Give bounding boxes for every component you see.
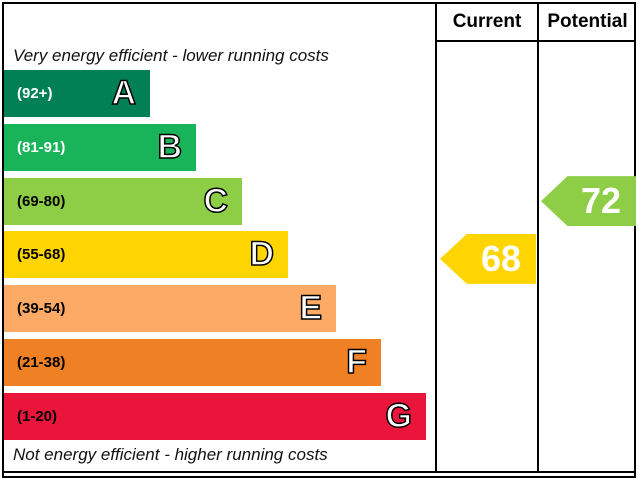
band-range-label: (81-91) bbox=[17, 138, 66, 156]
band-letter-label: E bbox=[299, 288, 323, 328]
band-c: (69-80) C bbox=[4, 177, 242, 225]
band-letter-label: D bbox=[249, 235, 275, 275]
band-range-label: (92+) bbox=[17, 85, 53, 102]
band-range-label: (1-20) bbox=[17, 407, 58, 425]
band-letter-label: F bbox=[345, 342, 367, 382]
current-column-header: Current bbox=[452, 11, 522, 32]
band-letter-label: G bbox=[385, 396, 413, 436]
band-range-label: (55-68) bbox=[17, 246, 66, 264]
band-letter-label: A bbox=[111, 73, 137, 113]
top-caption: Very energy efficient - lower running co… bbox=[13, 46, 329, 65]
band-range-label: (21-38) bbox=[17, 354, 66, 371]
band-g: (1-20) G bbox=[4, 392, 426, 440]
potential-column-header: Potential bbox=[547, 11, 628, 32]
band-range-label: (69-80) bbox=[17, 192, 66, 210]
potential-column-divider bbox=[537, 2, 539, 473]
band-letter-label: B bbox=[157, 127, 183, 167]
band-range-label: (39-54) bbox=[17, 300, 66, 318]
footer-divider bbox=[2, 471, 636, 473]
bottom-caption: Not energy efficient - higher running co… bbox=[13, 445, 328, 464]
band-f: (21-38) F bbox=[4, 339, 381, 386]
band-a: (92+) A bbox=[4, 70, 150, 117]
band-letter-label: C bbox=[203, 181, 229, 221]
band-d: (55-68) D bbox=[4, 231, 288, 279]
potential-rating-value: 72 bbox=[580, 180, 622, 222]
header-divider bbox=[435, 40, 636, 42]
current-column-divider bbox=[435, 2, 437, 473]
band-e: (39-54) E bbox=[4, 285, 336, 333]
current-rating-value: 68 bbox=[480, 237, 522, 279]
band-b: (81-91) B bbox=[4, 123, 196, 171]
